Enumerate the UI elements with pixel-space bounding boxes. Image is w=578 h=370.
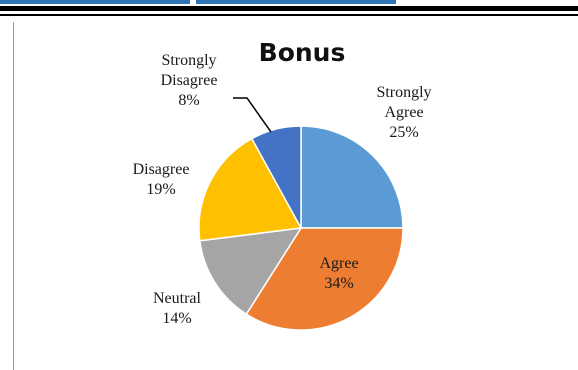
pie-slice-strongly-agree	[300, 125, 404, 229]
tab-underline-left	[0, 0, 190, 4]
pie-slice-neutral	[198, 227, 303, 316]
data-labels: Strongly Agree 25% Agree 34% Neutral 14% Disagr…	[133, 52, 432, 327]
tab-underline-right	[196, 0, 396, 4]
data-label-agree: Agree 34%	[319, 255, 358, 292]
pie-slice-strongly-disagree	[250, 125, 302, 229]
left-border	[13, 22, 14, 370]
data-label-strongly-agree: Strongly Agree 25%	[376, 84, 431, 141]
top-border-thin	[0, 14, 578, 16]
pie-slices	[198, 125, 404, 331]
data-label-strongly-disagree: Strongly Disagree 8%	[161, 52, 218, 109]
chart-title: Bonus	[259, 38, 346, 67]
pie-slice-disagree	[198, 137, 303, 242]
top-border	[0, 6, 578, 11]
data-label-neutral: Neutral 14%	[153, 290, 202, 327]
leader-line-strongly-disagree	[233, 97, 272, 133]
data-label-disagree: Disagree 19%	[133, 161, 190, 198]
